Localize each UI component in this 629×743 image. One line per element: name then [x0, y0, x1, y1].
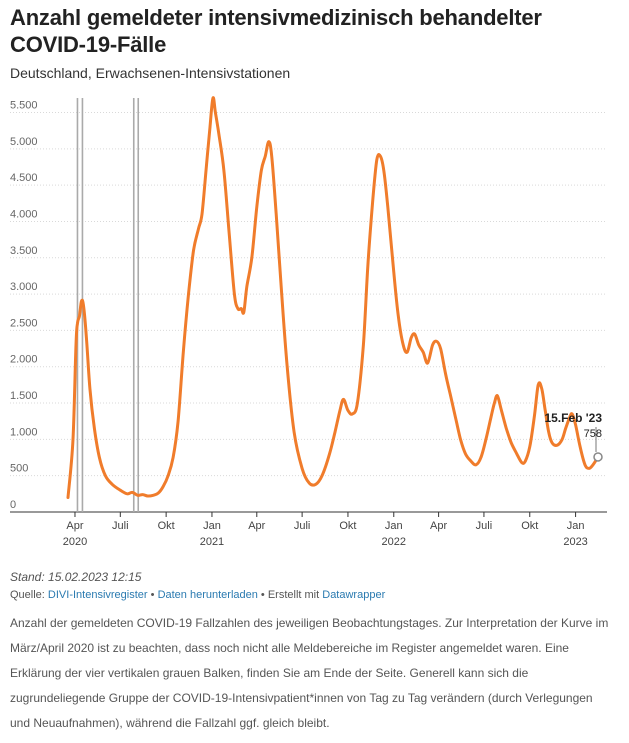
- source-line: Quelle: DIVI-Intensivregister • Daten he…: [10, 589, 385, 601]
- annotation-date-label: 15.Feb '23: [544, 411, 602, 425]
- x-tick-year-label: 2020: [63, 536, 87, 548]
- download-data-link[interactable]: Daten herunterladen: [157, 589, 258, 601]
- x-tick-year-label: 2022: [382, 536, 406, 548]
- x-tick-label: Jan: [567, 520, 585, 532]
- y-tick-label: 0: [10, 499, 16, 511]
- series-line: [66, 96, 600, 499]
- line-chart: 0 500 1.000 1.500 2.000 2.500 3.000 3.500 4.000 4…: [10, 96, 607, 548]
- y-tick-label: 4.500: [10, 172, 38, 184]
- x-tick-year-label: 2021: [200, 536, 224, 548]
- last-point-marker: [593, 452, 603, 462]
- y-axis-tick-labels: 0 500 1.000 1.500 2.000 2.500 3.000 3.500 4.000 4…: [10, 100, 38, 511]
- y-tick-label: 5.000: [10, 136, 38, 148]
- x-tick-label: Juli: [112, 520, 129, 532]
- y-tick-label: 3.500: [10, 245, 38, 257]
- timestamp: Stand: 15.02.2023 12:15: [10, 570, 142, 584]
- covid-icu-cases-line: [66, 96, 600, 499]
- x-tick-label: Jan: [203, 520, 221, 532]
- x-tick-label: Apr: [248, 520, 265, 532]
- y-tick-label: 3.000: [10, 281, 38, 293]
- chart-title: Anzahl gemeldeter intensivmedizinisch be…: [10, 5, 542, 57]
- x-tick-label: Juli: [294, 520, 311, 532]
- x-tick-label: Okt: [521, 520, 538, 532]
- created-with-text: Erstellt mit: [267, 589, 320, 601]
- divi-register-link[interactable]: DIVI-Intensivregister: [47, 589, 148, 601]
- datawrapper-link[interactable]: Datawrapper: [322, 589, 386, 601]
- separator: •: [150, 589, 155, 601]
- x-axis-tick-labels: Apr 2020 Juli Okt Jan 2021 Apr Juli Okt Jan 2022 Ap…: [63, 512, 588, 548]
- annotation-value-label: 758: [584, 428, 602, 440]
- y-tick-label: 2.000: [10, 354, 38, 366]
- x-tick-label: Jan: [385, 520, 403, 532]
- x-tick-year-label: 2023: [563, 536, 587, 548]
- x-tick-label: Apr: [66, 520, 83, 532]
- y-tick-label: 1.000: [10, 426, 38, 438]
- y-tick-label: 500: [10, 463, 28, 475]
- x-tick-label: Juli: [476, 520, 493, 532]
- y-tick-label: 1.500: [10, 390, 38, 402]
- gridlines: [10, 112, 607, 513]
- y-tick-label: 4.000: [10, 208, 38, 220]
- source-prefix: Quelle:: [10, 589, 45, 601]
- x-tick-label: Okt: [339, 520, 356, 532]
- chart-description: Anzahl der gemeldeten COVID-19 Fallzahle…: [10, 616, 609, 730]
- vertical-gray-bars: [76, 98, 140, 512]
- x-tick-label: Apr: [430, 520, 447, 532]
- last-value-annotation: 15.Feb '23 758: [544, 411, 603, 462]
- x-tick-label: Okt: [158, 520, 175, 532]
- chart-subtitle: Deutschland, Erwachsenen-Intensivstation…: [10, 65, 291, 81]
- separator: •: [260, 589, 265, 601]
- y-tick-label: 2.500: [10, 317, 38, 329]
- y-tick-label: 5.500: [10, 100, 38, 112]
